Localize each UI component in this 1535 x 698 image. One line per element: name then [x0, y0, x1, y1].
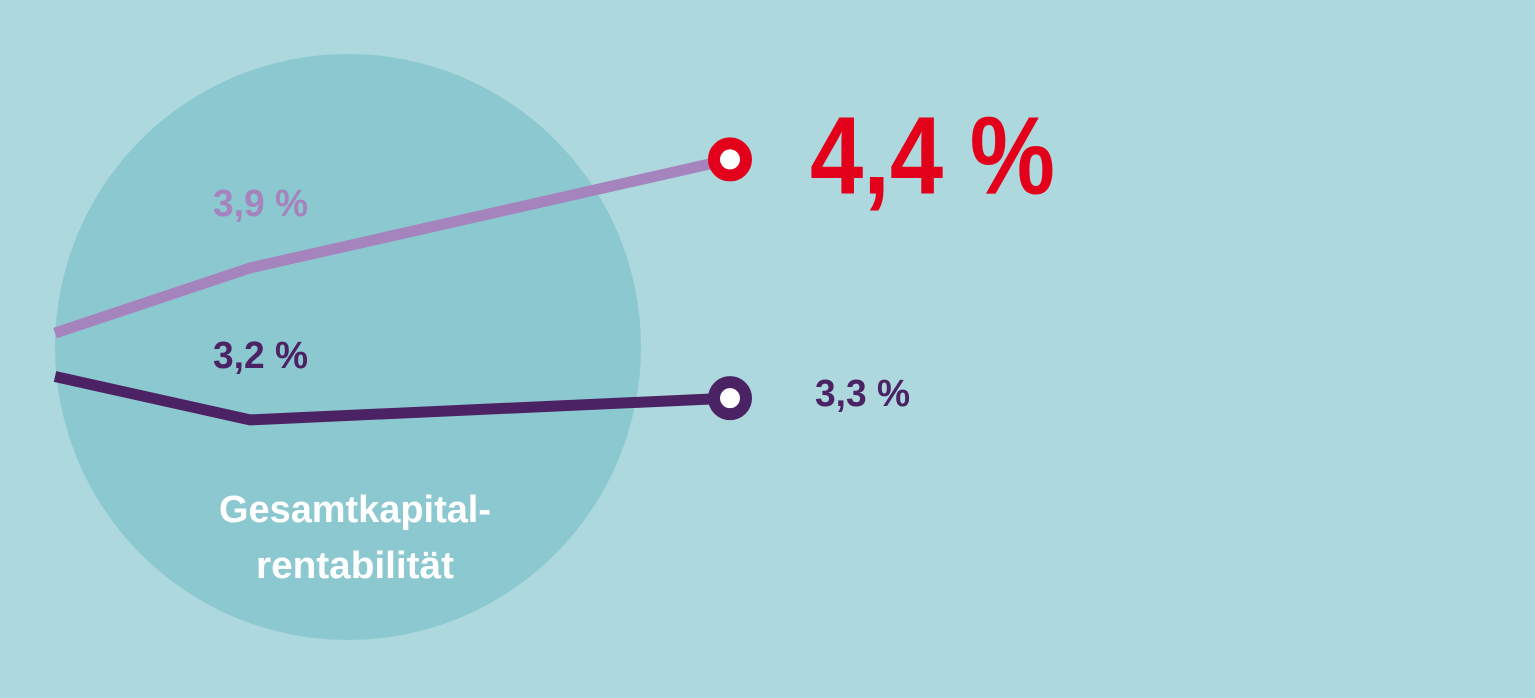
- value-label: 3,9 %: [213, 183, 308, 225]
- series-line: [53, 371, 731, 426]
- circle: [55, 54, 641, 640]
- end-marker: [708, 137, 752, 182]
- end-value-label: 4,4 %: [810, 94, 1055, 217]
- end-marker: [708, 376, 752, 421]
- series-line: [53, 154, 732, 339]
- title-line: rentabilität: [256, 545, 454, 587]
- title-line: Gesamtkapital-: [219, 489, 491, 531]
- end-value-label: 3,3 %: [815, 373, 910, 415]
- value-label: 3,2 %: [213, 335, 308, 377]
